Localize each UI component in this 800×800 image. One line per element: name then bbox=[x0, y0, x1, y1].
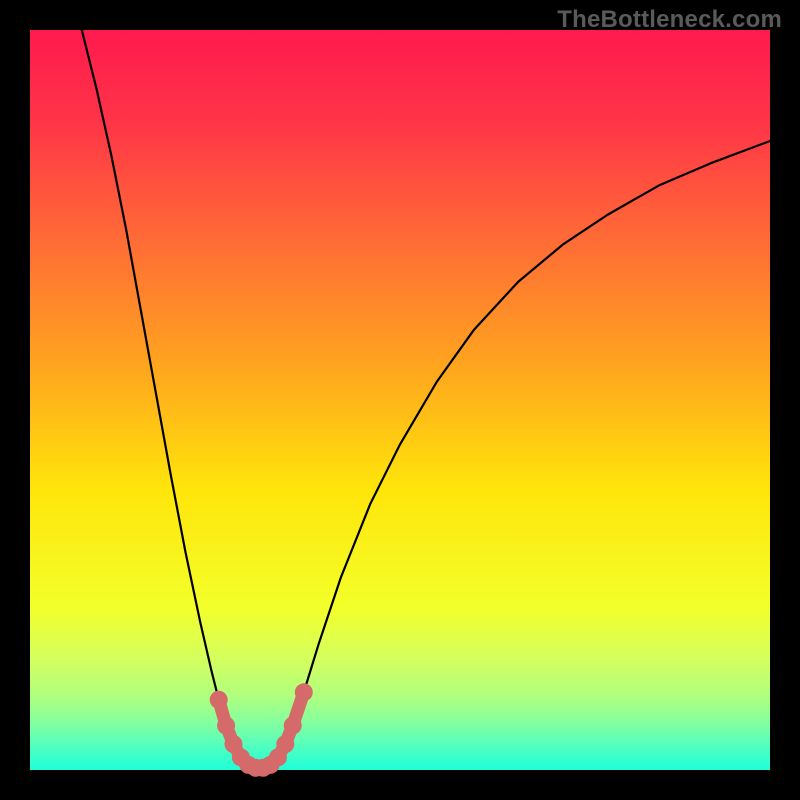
chart-frame: TheBottleneck.com bbox=[0, 0, 800, 800]
highlight-marker bbox=[276, 735, 294, 753]
highlight-marker bbox=[210, 691, 228, 709]
highlight-marker bbox=[295, 683, 313, 701]
highlight-marker bbox=[217, 717, 235, 735]
highlight-marker bbox=[284, 717, 302, 735]
chart-svg bbox=[0, 0, 800, 800]
chart-plot-area bbox=[30, 30, 770, 770]
